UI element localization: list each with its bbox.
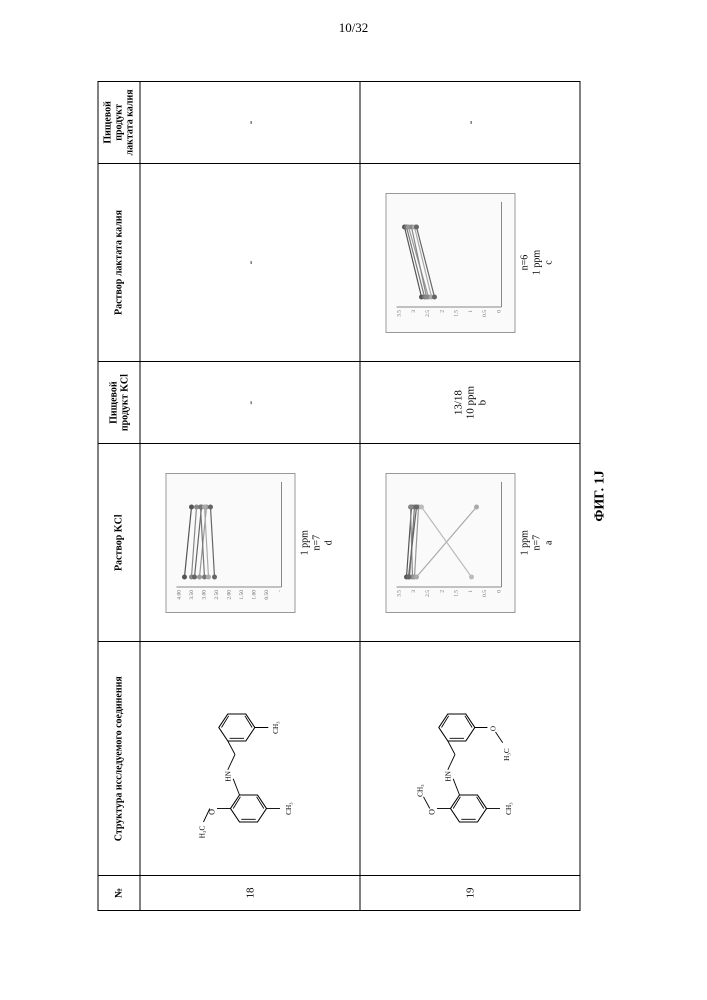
- header-num: №: [98, 875, 140, 910]
- klactate-food-cell: -: [140, 82, 360, 164]
- svg-text:2.5: 2.5: [425, 589, 431, 596]
- svg-text:1: 1: [467, 589, 473, 592]
- svg-text:HN: HN: [445, 770, 453, 781]
- svg-text:1: 1: [467, 309, 473, 312]
- svg-text:4.00: 4.00: [176, 589, 182, 599]
- svg-text:3: 3: [410, 309, 416, 312]
- kcl-food-cell: -: [140, 362, 360, 444]
- svg-text:1.50: 1.50: [239, 589, 245, 599]
- klactate-solution-cell: -: [140, 163, 360, 361]
- svg-text:0.5: 0.5: [482, 309, 488, 316]
- chart-label: 1 ppmn=7a: [519, 448, 555, 637]
- structure-cell: O CH₃ CH₃ HN: [360, 642, 580, 876]
- figure-caption: ФИГ. 1J: [593, 81, 609, 911]
- svg-text:CH₃: CH₃: [505, 802, 513, 815]
- svg-text:0.50: 0.50: [264, 589, 270, 599]
- table-row: 19 O CH₃: [360, 82, 580, 911]
- mini-chart: 3.5 3 2.5 2 1.5 1 0.5 0: [385, 473, 515, 613]
- header-klactate-food: Пищевой продукт лактата калия: [98, 82, 140, 164]
- svg-text:CH₃: CH₃: [417, 784, 425, 797]
- row-num: 19: [360, 875, 580, 910]
- row-num: 18: [140, 875, 360, 910]
- svg-text:2.00: 2.00: [226, 589, 232, 599]
- header-klactate-solution: Раствор лактата калия: [98, 163, 140, 361]
- header-structure: Структура исследуемого соединения: [98, 642, 140, 876]
- klactate-food-cell: -: [360, 82, 580, 164]
- svg-text:CH₃: CH₃: [272, 721, 280, 734]
- svg-text:2.5: 2.5: [425, 309, 431, 316]
- svg-text:0.5: 0.5: [482, 589, 488, 596]
- header-kcl-solution: Раствор KCl: [98, 443, 140, 641]
- mini-chart: 4.00 3.50 3.00 2.50 2.00 1.50 1.00 0.50 -: [165, 473, 295, 613]
- svg-text:-: -: [276, 590, 282, 592]
- klactate-chart-cell: 3.5 3 2.5 2 1.5 1 0.5 0 n=61 ppmc: [360, 163, 580, 361]
- svg-text:1.00: 1.00: [251, 589, 257, 599]
- svg-text:H₃C: H₃C: [198, 825, 206, 838]
- kcl-chart-cell: 3.5 3 2.5 2 1.5 1 0.5 0 1 ppmn=7a: [360, 443, 580, 641]
- figure-container: № Структура исследуемого соединения Раст…: [20, 56, 687, 936]
- page-number: 10/32: [20, 20, 687, 36]
- molecule-diagram: O H₃C CH₃ HN: [189, 669, 309, 849]
- svg-text:O: O: [427, 809, 436, 815]
- table-header-row: № Структура исследуемого соединения Раст…: [98, 82, 140, 911]
- svg-text:HN: HN: [225, 770, 233, 781]
- svg-text:2: 2: [439, 589, 445, 592]
- molecule-diagram: O CH₃ CH₃ HN: [409, 669, 529, 849]
- data-table: № Структура исследуемого соединения Раст…: [98, 81, 581, 911]
- table-row: 18 O H₃C: [140, 82, 360, 911]
- svg-text:0: 0: [496, 589, 502, 592]
- svg-text:2.50: 2.50: [214, 589, 220, 599]
- svg-text:H₃C: H₃C: [503, 748, 511, 761]
- svg-text:2: 2: [439, 309, 445, 312]
- svg-text:3.50: 3.50: [189, 589, 195, 599]
- kcl-food-cell: 13/18 10 ppm b: [360, 362, 580, 444]
- header-kcl-food: Пищевой продукт KCl: [98, 362, 140, 444]
- svg-text:3.5: 3.5: [396, 589, 402, 596]
- mini-chart: 3.5 3 2.5 2 1.5 1 0.5 0: [385, 193, 515, 333]
- svg-text:O: O: [490, 726, 498, 731]
- structure-cell: O H₃C CH₃ HN: [140, 642, 360, 876]
- svg-text:3.5: 3.5: [396, 309, 402, 316]
- chart-label: 1 ppmn=7d: [299, 448, 335, 637]
- svg-text:1.5: 1.5: [453, 309, 459, 316]
- kcl-chart-cell: 4.00 3.50 3.00 2.50 2.00 1.50 1.00 0.50 - 1 ppmn…: [140, 443, 360, 641]
- svg-text:3: 3: [410, 589, 416, 592]
- chart-label: n=61 ppmc: [519, 168, 555, 357]
- svg-text:0: 0: [496, 309, 502, 312]
- svg-text:3.00: 3.00: [201, 589, 207, 599]
- svg-text:1.5: 1.5: [453, 589, 459, 596]
- svg-text:CH₃: CH₃: [285, 802, 293, 815]
